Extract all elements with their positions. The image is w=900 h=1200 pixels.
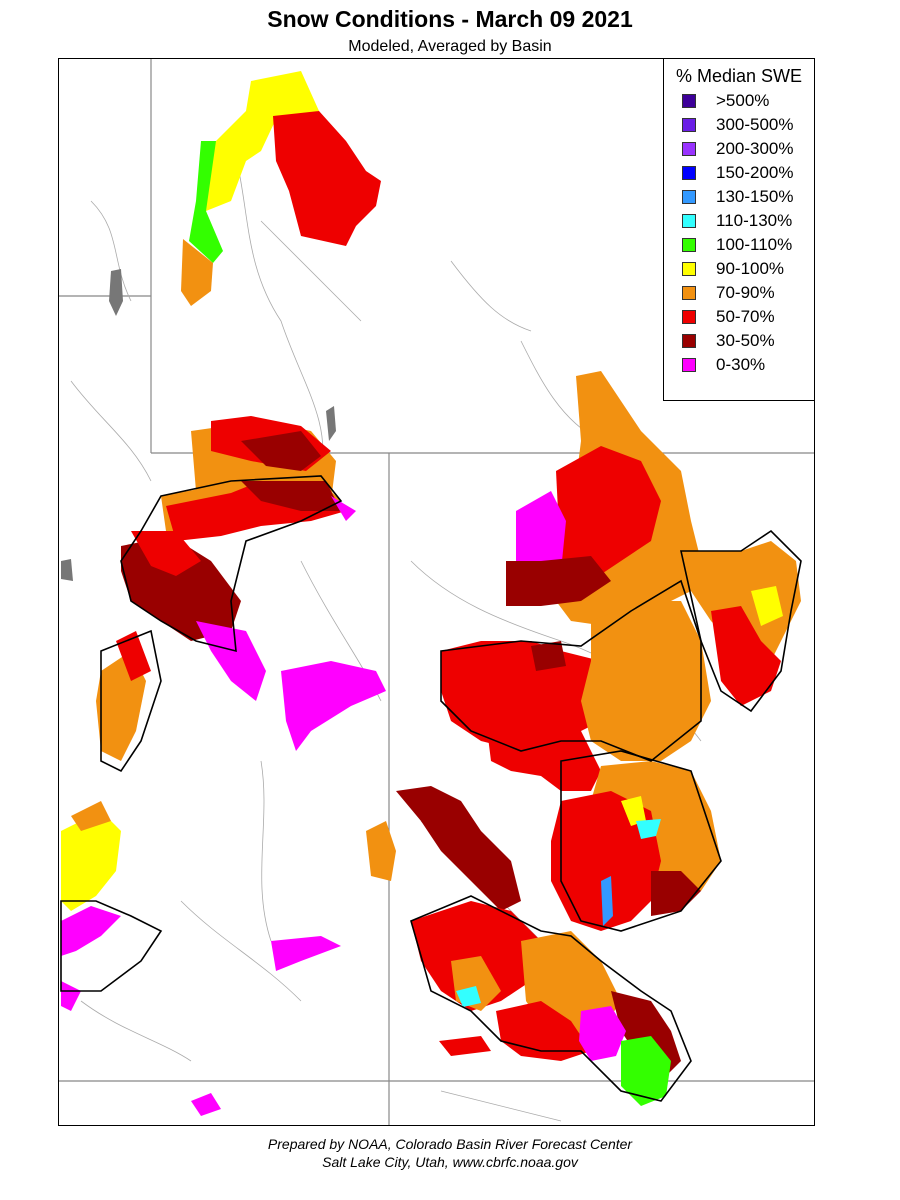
region-red-north <box>273 111 381 246</box>
legend-label: 0-30% <box>716 355 766 374</box>
region-red-central <box>441 641 621 751</box>
legend-item: 30-50% <box>682 330 812 352</box>
legend-swatch <box>682 214 696 228</box>
legend-label: 50-70% <box>716 307 775 326</box>
region-darkred-east <box>506 556 611 606</box>
lakes <box>61 269 336 581</box>
legend-label: 130-150% <box>716 187 794 206</box>
region-orange-central-east <box>581 601 711 761</box>
legend-label: 300-500% <box>716 115 794 134</box>
region-orange-south <box>366 821 396 881</box>
legend-swatch <box>682 94 696 108</box>
legend-swatch <box>682 118 696 132</box>
region-orange-east-edge <box>681 541 801 661</box>
legend-swatch <box>682 286 696 300</box>
legend-item: 100-110% <box>682 234 812 256</box>
region-green-south <box>621 1036 671 1106</box>
region-red-west-2 <box>131 531 201 576</box>
region-orange-northwest <box>181 239 213 306</box>
basin-outlines <box>60 475 802 1102</box>
region-red-west-edge <box>116 631 151 681</box>
legend-item: 300-500% <box>682 114 812 136</box>
basin-map[interactable] <box>59 59 815 1126</box>
legend-swatch <box>682 190 696 204</box>
legend-swatch <box>682 310 696 324</box>
region-magenta-central <box>281 661 386 751</box>
legend-box: % Median SWE >500% 300-500% 200-300% 150-20… <box>663 58 815 401</box>
swe-regions <box>61 71 801 1116</box>
region-darkred-central <box>531 641 566 671</box>
region-darkred-south <box>396 786 521 911</box>
legend-swatch <box>682 238 696 252</box>
region-magenta-southwest <box>61 906 121 956</box>
region-red-south <box>411 901 541 1011</box>
legend-item: 90-100% <box>682 258 812 280</box>
region-magenta-southwest-3 <box>61 981 81 1011</box>
region-magenta-west <box>196 621 266 701</box>
legend-label: >500% <box>716 91 770 110</box>
legend-label: 30-50% <box>716 331 775 350</box>
region-yellow-east <box>751 586 783 626</box>
legend-swatch <box>682 166 696 180</box>
region-red-south-central <box>486 721 601 791</box>
region-cyan-southeast <box>636 819 661 839</box>
region-darkred-southeast <box>651 871 701 916</box>
legend-item: 150-200% <box>682 162 812 184</box>
legend-swatch <box>682 142 696 156</box>
region-darkred-west-2 <box>241 481 341 511</box>
legend-label: 100-110% <box>716 235 793 254</box>
legend-item: >500% <box>682 90 812 112</box>
region-red-south-4 <box>439 1036 491 1056</box>
reservoirs <box>601 876 613 926</box>
region-magenta-southwest-2 <box>271 936 341 971</box>
region-yellow-north <box>201 71 319 211</box>
legend-item: 110-130% <box>682 210 812 232</box>
legend-item: 70-90% <box>682 282 812 304</box>
legend-item: 0-30% <box>682 354 812 376</box>
legend-label: 200-300% <box>716 139 794 158</box>
region-magenta-east <box>516 491 566 581</box>
footer-location: Salt Lake City, Utah, www.cbrfc.noaa.gov <box>322 1154 578 1170</box>
legend-item: 50-70% <box>682 306 812 328</box>
region-orange-southwest <box>71 801 111 831</box>
legend-item: 130-150% <box>682 186 812 208</box>
region-green-north <box>189 141 223 263</box>
map-title: Snow Conditions - March 09 2021 <box>267 6 633 32</box>
legend-label: 110-130% <box>716 211 793 230</box>
region-red-east <box>556 446 661 581</box>
region-red-east-edge <box>711 606 781 706</box>
region-yellow-southwest <box>61 811 121 911</box>
legend-label: 90-100% <box>716 259 785 278</box>
region-cyan-south <box>456 986 481 1007</box>
region-yellow-southeast <box>621 796 646 826</box>
legend-swatch <box>682 358 696 372</box>
legend-item: 200-300% <box>682 138 812 160</box>
legend-label: 150-200% <box>716 163 794 182</box>
map-subtitle: Modeled, Averaged by Basin <box>348 38 552 55</box>
region-magenta-south-small <box>191 1093 221 1116</box>
legend-swatch <box>682 262 696 276</box>
footer-credit: Prepared by NOAA, Colorado Basin River F… <box>267 1136 633 1152</box>
region-darkred-central-north <box>241 431 321 471</box>
region-magenta-south <box>579 1006 626 1061</box>
legend-title: % Median SWE <box>675 66 803 86</box>
legend-label: 70-90% <box>716 283 775 302</box>
region-red-southeast <box>551 791 661 931</box>
legend-swatch <box>682 334 696 348</box>
